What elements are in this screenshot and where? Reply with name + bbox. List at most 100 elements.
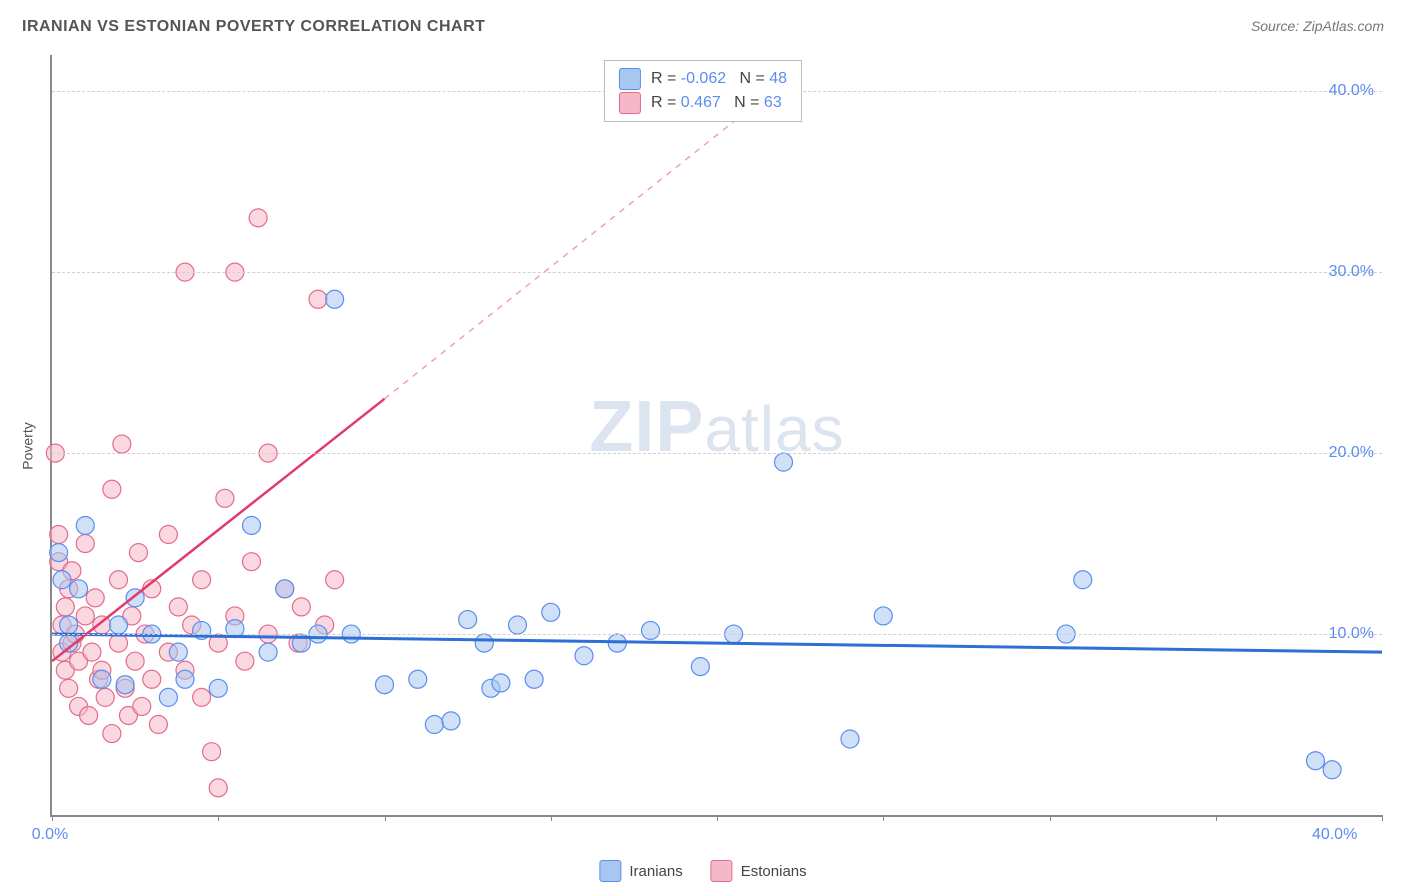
scatter-point bbox=[492, 674, 510, 692]
y-tick-label: 20.0% bbox=[1329, 444, 1374, 462]
scatter-point bbox=[216, 489, 234, 507]
scatter-point bbox=[93, 670, 111, 688]
scatter-point bbox=[1307, 752, 1325, 770]
y-tick-label: 30.0% bbox=[1329, 263, 1374, 281]
scatter-point bbox=[326, 290, 344, 308]
scatter-point bbox=[103, 725, 121, 743]
scatter-point bbox=[376, 676, 394, 694]
legend-item: Estonians bbox=[711, 860, 807, 882]
scatter-point bbox=[176, 670, 194, 688]
scatter-point bbox=[70, 580, 88, 598]
x-tick bbox=[1382, 815, 1383, 821]
scatter-point bbox=[60, 616, 78, 634]
scatter-point bbox=[243, 553, 261, 571]
scatter-point bbox=[159, 688, 177, 706]
scatter-point bbox=[475, 634, 493, 652]
scatter-point bbox=[409, 670, 427, 688]
scatter-point bbox=[292, 598, 310, 616]
scatter-point bbox=[80, 706, 98, 724]
correlation-legend: R = -0.062 N = 48R = 0.467 N = 63 bbox=[604, 60, 802, 122]
legend-row: R = -0.062 N = 48 bbox=[619, 67, 787, 91]
gridline bbox=[52, 634, 1382, 635]
scatter-point bbox=[126, 652, 144, 670]
chart-title: IRANIAN VS ESTONIAN POVERTY CORRELATION … bbox=[22, 18, 485, 36]
legend-label: Estonians bbox=[741, 863, 807, 880]
y-tick-label: 40.0% bbox=[1329, 82, 1374, 100]
trend-line bbox=[52, 634, 1382, 652]
gridline bbox=[52, 272, 1382, 273]
scatter-point bbox=[83, 643, 101, 661]
scatter-point bbox=[116, 676, 134, 694]
legend-stats: R = -0.062 N = 48 bbox=[651, 67, 787, 91]
scatter-point bbox=[425, 716, 443, 734]
scatter-point bbox=[691, 658, 709, 676]
scatter-point bbox=[129, 544, 147, 562]
scatter-point bbox=[841, 730, 859, 748]
legend-item: Iranians bbox=[599, 860, 682, 882]
trend-line bbox=[52, 399, 385, 661]
legend-row: R = 0.467 N = 63 bbox=[619, 91, 787, 115]
scatter-point bbox=[113, 435, 131, 453]
y-tick-label: 10.0% bbox=[1329, 625, 1374, 643]
scatter-point bbox=[133, 697, 151, 715]
scatter-point bbox=[209, 679, 227, 697]
source-attribution: Source: ZipAtlas.com bbox=[1251, 18, 1384, 34]
scatter-point bbox=[50, 544, 68, 562]
scatter-point bbox=[76, 516, 94, 534]
scatter-point bbox=[236, 652, 254, 670]
x-tick bbox=[218, 815, 219, 821]
scatter-point bbox=[149, 716, 167, 734]
plot-area: ZIPatlas 10.0%20.0%30.0%40.0% bbox=[50, 55, 1382, 817]
scatter-point bbox=[110, 571, 128, 589]
scatter-point bbox=[575, 647, 593, 665]
x-tick bbox=[883, 815, 884, 821]
legend-swatch bbox=[711, 860, 733, 882]
legend-label: Iranians bbox=[629, 863, 682, 880]
scatter-point bbox=[442, 712, 460, 730]
x-tick bbox=[551, 815, 552, 821]
chart-svg bbox=[52, 55, 1382, 815]
scatter-point bbox=[110, 634, 128, 652]
scatter-point bbox=[60, 679, 78, 697]
scatter-point bbox=[169, 598, 187, 616]
x-tick bbox=[1216, 815, 1217, 821]
trend-line-extension bbox=[385, 82, 784, 399]
x-axis-label-left: 0.0% bbox=[32, 826, 68, 844]
scatter-point bbox=[525, 670, 543, 688]
legend-swatch bbox=[599, 860, 621, 882]
scatter-point bbox=[169, 643, 187, 661]
scatter-point bbox=[96, 688, 114, 706]
scatter-point bbox=[50, 526, 68, 544]
x-tick bbox=[717, 815, 718, 821]
scatter-point bbox=[53, 571, 71, 589]
scatter-point bbox=[110, 616, 128, 634]
legend-stats: R = 0.467 N = 63 bbox=[651, 91, 782, 115]
scatter-point bbox=[542, 603, 560, 621]
scatter-point bbox=[249, 209, 267, 227]
scatter-point bbox=[326, 571, 344, 589]
scatter-point bbox=[276, 580, 294, 598]
scatter-point bbox=[86, 589, 104, 607]
scatter-point bbox=[143, 670, 161, 688]
scatter-point bbox=[874, 607, 892, 625]
y-axis-label: Poverty bbox=[20, 422, 36, 469]
scatter-point bbox=[76, 607, 94, 625]
x-tick bbox=[1050, 815, 1051, 821]
legend-swatch bbox=[619, 68, 641, 90]
scatter-point bbox=[56, 598, 74, 616]
scatter-point bbox=[259, 643, 277, 661]
series-legend: Iranians Estonians bbox=[599, 860, 806, 882]
scatter-point bbox=[1074, 571, 1092, 589]
scatter-point bbox=[159, 526, 177, 544]
scatter-point bbox=[509, 616, 527, 634]
scatter-point bbox=[642, 621, 660, 639]
scatter-point bbox=[1323, 761, 1341, 779]
scatter-point bbox=[459, 611, 477, 629]
scatter-point bbox=[193, 571, 211, 589]
scatter-point bbox=[309, 290, 327, 308]
x-tick bbox=[52, 815, 53, 821]
legend-swatch bbox=[619, 92, 641, 114]
scatter-point bbox=[203, 743, 221, 761]
scatter-point bbox=[76, 535, 94, 553]
scatter-point bbox=[93, 616, 111, 634]
